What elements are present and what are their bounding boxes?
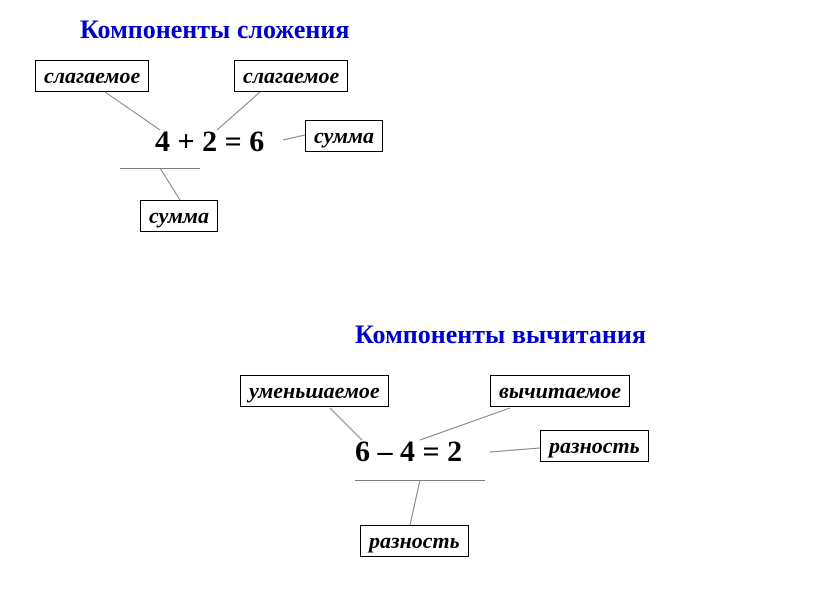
difference-result-label: разность (540, 430, 649, 462)
difference-expression-label: разность (360, 525, 469, 557)
subtraction-underline (355, 480, 485, 481)
subtraction-equation: 6 – 4 = 2 (355, 435, 462, 469)
subtrahend-label: вычитаемое (490, 375, 630, 407)
subtraction-connectors (0, 0, 816, 613)
minuend-label: уменьшаемое (240, 375, 389, 407)
